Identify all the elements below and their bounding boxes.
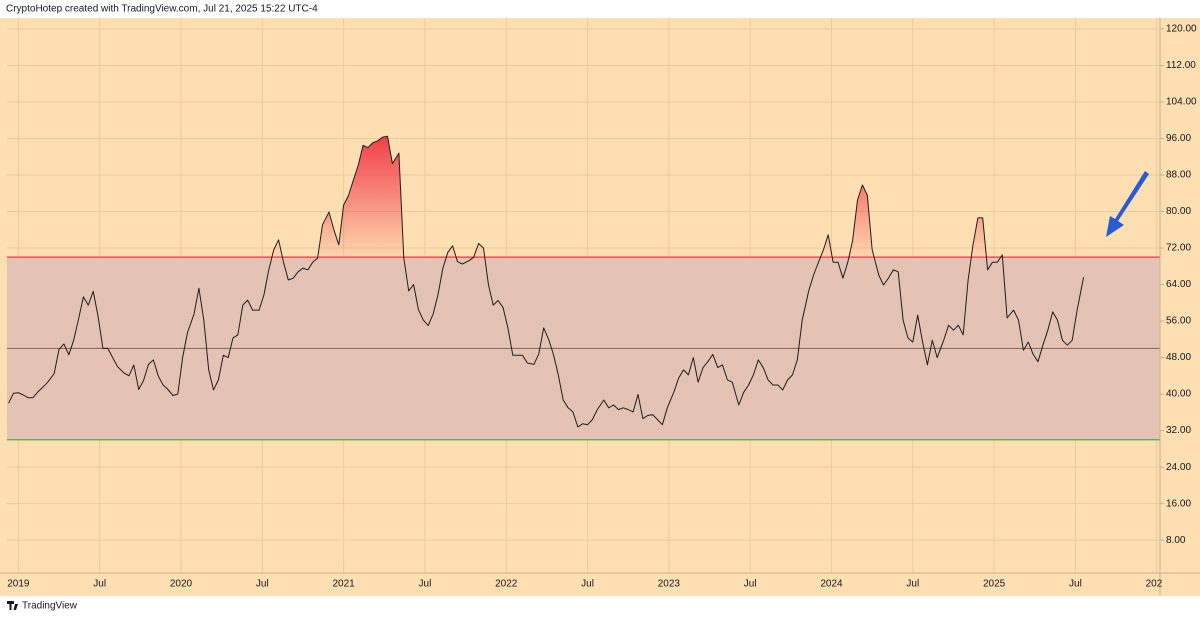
- x-tick-label: 2023: [658, 579, 681, 590]
- y-tick-label: 8.00: [1166, 535, 1186, 546]
- x-tick-label: Jul: [93, 579, 106, 590]
- x-tick-label: Jul: [419, 579, 432, 590]
- x-tick-label: Jul: [906, 579, 919, 590]
- y-tick-label: 16.00: [1166, 498, 1191, 509]
- x-tick-label: Jul: [256, 579, 269, 590]
- y-tick-label: 80.00: [1166, 206, 1191, 217]
- x-tick-label: 2025: [983, 579, 1006, 590]
- header-bar: [0, 0, 1200, 18]
- y-tick-label: 96.00: [1166, 133, 1191, 144]
- footer-logo: [7, 601, 18, 610]
- header-text: CryptoHotep created with TradingView.com…: [6, 4, 318, 15]
- footer-bar: [0, 596, 1200, 618]
- x-tick-label: 2022: [495, 579, 518, 590]
- x-tick-label: Jul: [744, 579, 757, 590]
- y-tick-label: 72.00: [1166, 243, 1191, 254]
- y-tick-label: 112.00: [1166, 60, 1196, 71]
- x-tick-label: Jul: [1069, 579, 1082, 590]
- y-tick-label: 24.00: [1166, 462, 1191, 473]
- footer-text: TradingView: [22, 601, 78, 612]
- y-tick-label: 40.00: [1166, 389, 1191, 400]
- y-tick-label: 64.00: [1166, 279, 1191, 290]
- y-tick-label: 88.00: [1166, 170, 1191, 181]
- y-tick-label: 56.00: [1166, 316, 1191, 327]
- y-tick-label: 104.00: [1166, 97, 1197, 108]
- y-tick-label: 48.00: [1166, 352, 1191, 363]
- y-tick-label: 120.00: [1166, 24, 1197, 35]
- x-tick-label: 2024: [820, 579, 843, 590]
- x-tick-label: 2019: [7, 579, 30, 590]
- overbought-fill: [8, 136, 1084, 258]
- annotation-arrow: [1106, 171, 1149, 237]
- x-tick-label: 2021: [333, 579, 356, 590]
- x-tick-label: Jul: [581, 579, 594, 590]
- x-tick-label: 2026: [1146, 579, 1169, 590]
- x-tick-label: 2020: [170, 579, 193, 590]
- y-tick-label: 32.00: [1166, 425, 1191, 436]
- line: [8, 135, 1085, 428]
